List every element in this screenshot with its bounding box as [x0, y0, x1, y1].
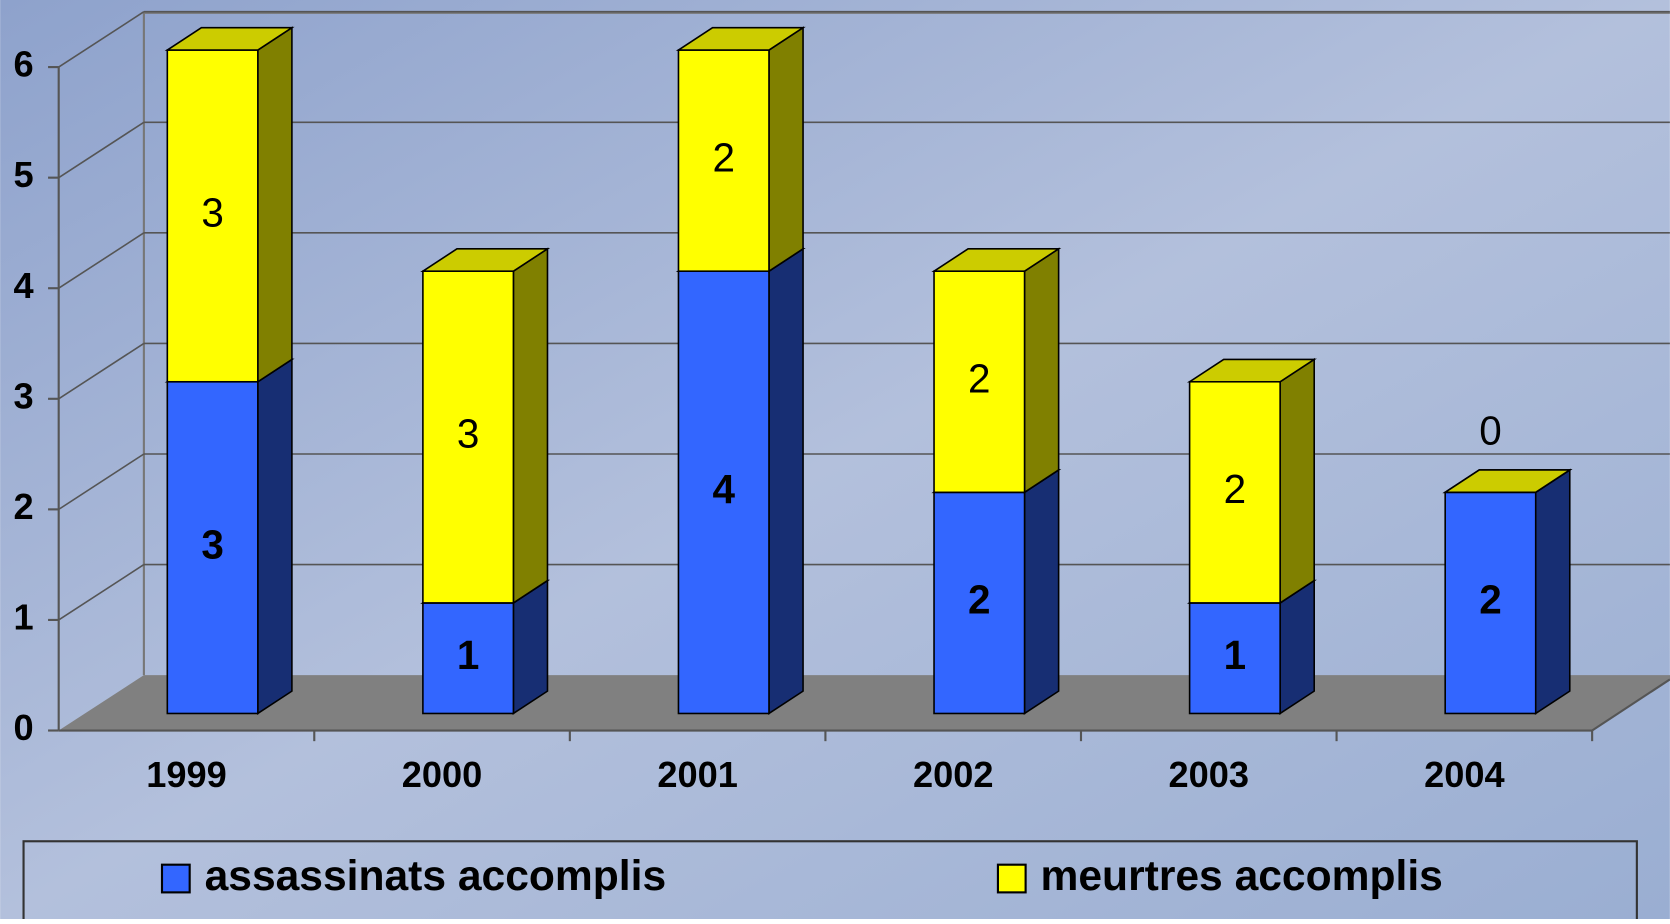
- bar-side: [1280, 359, 1314, 603]
- data-label: 2: [712, 134, 735, 180]
- bar-side: [258, 28, 292, 382]
- bar-side: [769, 28, 803, 272]
- bar-side: [1025, 249, 1059, 493]
- bar-side: [1536, 470, 1570, 714]
- x-tick-label: 2001: [657, 754, 738, 795]
- y-tick-label: 3: [13, 375, 33, 416]
- y-tick-label: 4: [13, 265, 33, 306]
- bar-side: [513, 249, 547, 603]
- data-label: 3: [201, 521, 224, 567]
- x-tick-label: 2003: [1169, 754, 1250, 795]
- data-label: 0: [1479, 407, 1501, 453]
- data-label: 3: [457, 411, 480, 457]
- y-tick-label: 6: [13, 44, 33, 85]
- page: 0 1 2 3 4 5 6 1999 3 3 2000 1 3 2001 4 2 2002 2 2 2003 1 2 200…: [0, 0, 1670, 919]
- bar-side: [769, 249, 803, 714]
- chart: 0 1 2 3 4 5 6 1999 3 3 2000 1 3 2001 4 2 2002 2 2 2003 1 2 200…: [0, 0, 1670, 919]
- data-label: 2: [968, 355, 991, 401]
- legend-swatch: [998, 865, 1026, 893]
- y-tick-label: 5: [13, 154, 33, 195]
- data-label: 1: [1224, 632, 1246, 678]
- y-tick-label: 1: [13, 597, 33, 638]
- x-tick-label: 2002: [913, 754, 994, 795]
- floor: [59, 675, 1670, 730]
- data-label: 2: [1224, 466, 1246, 512]
- data-label: 2: [1479, 577, 1501, 623]
- legend-swatch: [162, 865, 190, 893]
- y-tick-label: 0: [13, 707, 33, 748]
- data-label: 2: [968, 577, 991, 623]
- bar-side: [1025, 470, 1059, 714]
- bar-side: [258, 359, 292, 713]
- data-label: 1: [457, 632, 480, 678]
- data-label: 3: [201, 190, 224, 236]
- x-tick-label: 2000: [402, 754, 483, 795]
- x-tick-label: 2004: [1424, 754, 1505, 795]
- data-label: 4: [712, 466, 735, 512]
- legend-label: assassinats accomplis: [205, 852, 667, 900]
- y-tick-label: 2: [13, 486, 33, 527]
- legend-label: meurtres accomplis: [1041, 852, 1443, 900]
- x-tick-label: 1999: [146, 754, 227, 795]
